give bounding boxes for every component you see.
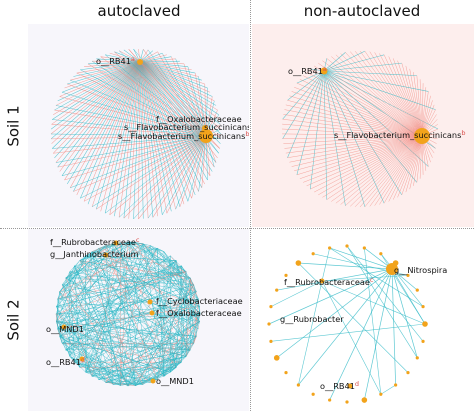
edge (392, 269, 396, 385)
edge (381, 254, 423, 307)
node-label: s__Flavobacterium_succinicansb (118, 130, 249, 141)
node (421, 340, 424, 343)
node-label: g__Nitrospira (394, 265, 447, 275)
node-label: o__RB41d (320, 380, 359, 391)
edge (341, 136, 422, 205)
edge (287, 71, 324, 158)
node (406, 371, 409, 374)
node (328, 398, 331, 401)
node (379, 252, 382, 255)
node (284, 371, 287, 374)
node (422, 321, 428, 327)
panel-soil1-nonautoclaved: o__RB41a s__Flavobacterium_succinicansb (252, 24, 474, 227)
node (394, 383, 397, 386)
vertical-divider (250, 0, 251, 411)
edge (364, 269, 392, 400)
node-label: s__Flavobacterium_succinicansb (334, 129, 465, 140)
node-label: f__Rubrobacteraceaec (50, 236, 140, 247)
node-label: o__RB41a (288, 65, 327, 76)
node-label: f__Oxalobacteraceae (156, 308, 242, 318)
node-label: o__RB41a (96, 55, 135, 66)
node (269, 340, 272, 343)
node-label: g__Janthinobacterium (50, 249, 139, 259)
edge (350, 136, 422, 206)
edge (310, 69, 422, 136)
row-header-soil-1: Soil 1 (0, 24, 28, 228)
column-header-non-autoclaved: non-autoclaved (250, 0, 474, 24)
node (345, 244, 348, 247)
edge (365, 136, 422, 207)
node (312, 252, 315, 255)
node (275, 289, 278, 292)
node (267, 322, 270, 325)
edge (138, 136, 206, 219)
edge (324, 63, 402, 71)
node (151, 379, 156, 384)
edge (283, 71, 324, 139)
edge (298, 281, 322, 385)
node (362, 397, 368, 403)
node (297, 383, 300, 386)
node-label: o__RB41d (46, 356, 85, 367)
node (148, 300, 153, 305)
node (416, 289, 419, 292)
node (312, 393, 315, 396)
edge (324, 71, 327, 200)
node (269, 305, 272, 308)
node (328, 246, 331, 249)
network-soil1-autoclaved: o__RB41a f__Oxalobacteraceae s__Flavobac… (28, 24, 249, 227)
node-label: o__MND1 (46, 324, 84, 334)
node (379, 393, 382, 396)
node (274, 355, 280, 361)
node (421, 305, 424, 308)
edge (300, 79, 422, 136)
node (416, 356, 419, 359)
network-soil2-nonautoclaved: g__Nitrospira f__Rubrobacteraceaec g__Ru… (252, 229, 474, 411)
node (137, 59, 143, 65)
node (296, 260, 302, 266)
panel-soil2-nonautoclaved: g__Nitrospira f__Rubrobacteraceaec g__Ru… (252, 229, 474, 411)
row-label-soil-2: Soil 2 (5, 299, 23, 340)
edge (310, 71, 324, 189)
node (150, 311, 155, 316)
edge (74, 266, 79, 368)
edge (324, 71, 417, 76)
edge (324, 71, 428, 91)
panel-soil2-autoclaved: f__Rubrobacteraceaec g__Janthinobacteriu… (28, 229, 249, 411)
node (363, 246, 366, 249)
edge (392, 269, 417, 358)
network-soil2-autoclaved: f__Rubrobacteraceaec g__Janthinobacteriu… (28, 229, 249, 411)
edge (271, 324, 425, 341)
panel-soil1-autoclaved: o__RB41a f__Oxalobacteraceae s__Flavobac… (28, 24, 249, 227)
edge (381, 385, 396, 394)
edge (360, 51, 422, 136)
edge (322, 281, 381, 394)
node-label: g__Rubrobacter (280, 314, 344, 324)
node (345, 400, 348, 403)
row-label-soil-1: Soil 1 (5, 105, 23, 146)
node-label: f__Cyclobacteriaceae (156, 296, 243, 306)
node-label: f__Rubrobacteraceaec (284, 276, 374, 287)
column-header-autoclaved: autoclaved (28, 0, 250, 24)
node-label: o__MND1 (156, 376, 194, 386)
edge (150, 322, 199, 383)
edge (80, 136, 206, 198)
edge (60, 62, 140, 172)
edge (150, 246, 194, 285)
row-header-soil-2: Soil 2 (0, 229, 28, 411)
network-soil1-nonautoclaved: o__RB41a s__Flavobacterium_succinicansb (252, 24, 474, 227)
edge (350, 52, 422, 136)
